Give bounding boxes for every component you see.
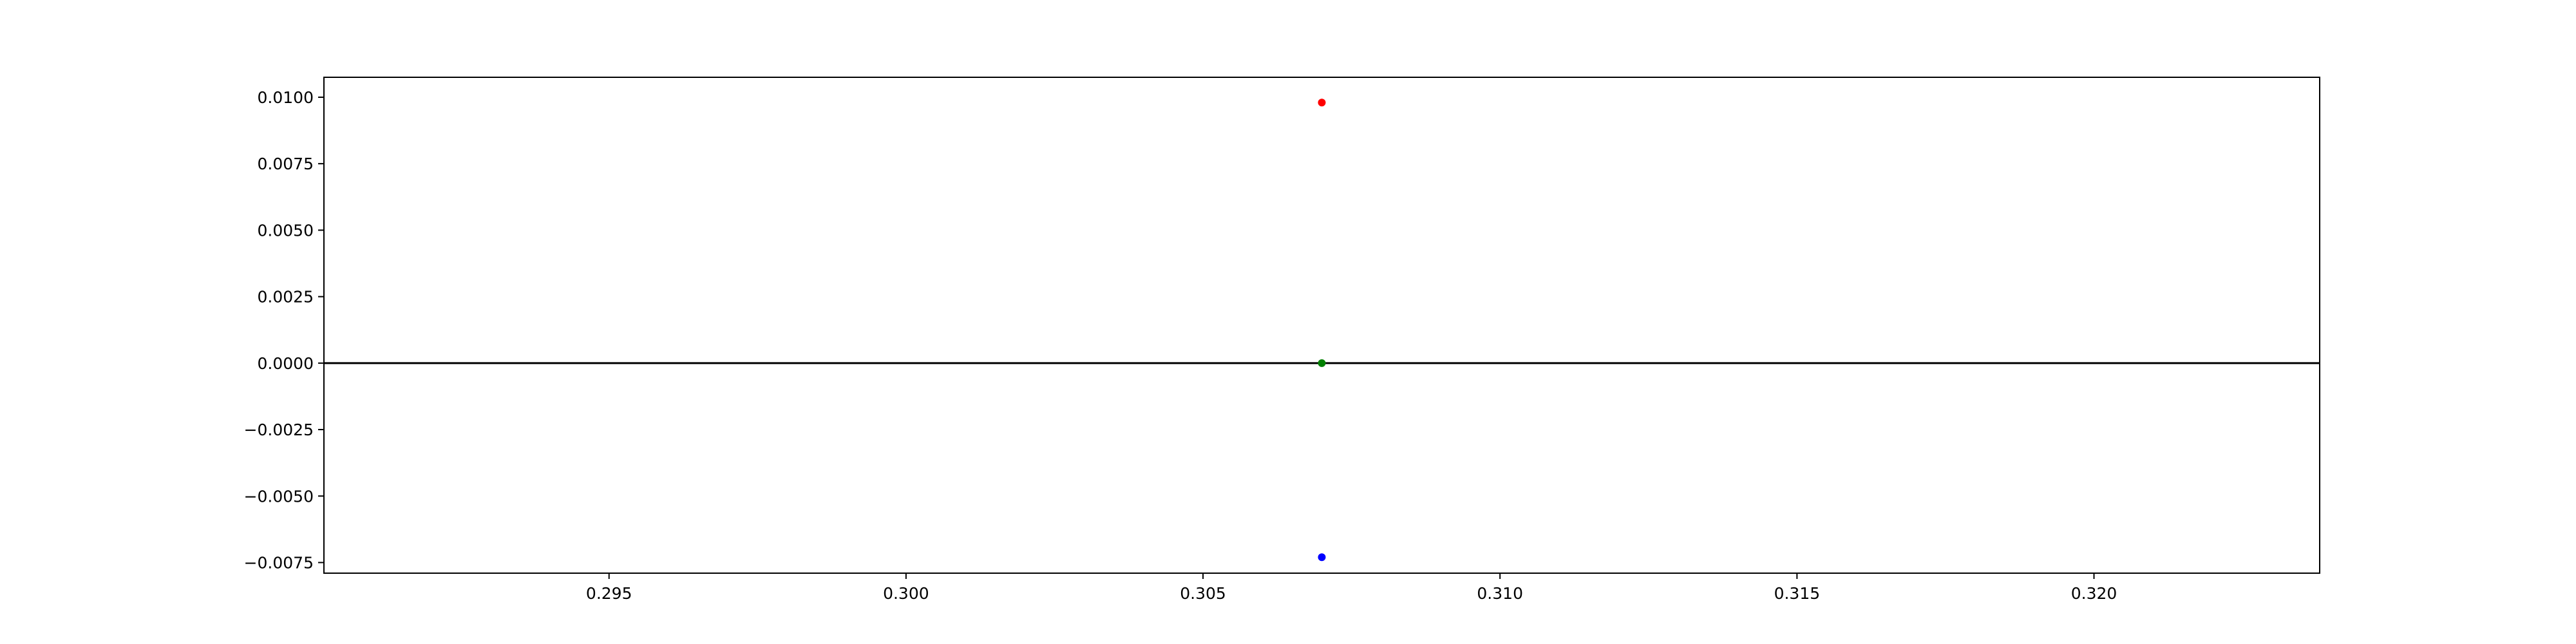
- scatter-point: [1318, 99, 1326, 107]
- y-tick-label: 0.0050: [258, 221, 314, 240]
- y-tick-label: 0.0000: [258, 354, 314, 373]
- y-tick-label: −0.0050: [244, 487, 314, 506]
- x-axis-ticks: 0.295 0.300 0.305 0.310 0.315 0.320: [586, 573, 2117, 603]
- x-tick-label: 0.295: [586, 584, 632, 603]
- x-tick-label: 0.300: [883, 584, 929, 603]
- plot-area-frame: [323, 77, 2320, 574]
- x-tick-label: 0.315: [1774, 584, 1821, 603]
- scatter-point: [1318, 359, 1326, 367]
- y-axis-ticks: 0.0100 0.0075 0.0050 0.0025 0.0000 −0.0025 −0.…: [244, 88, 324, 572]
- y-tick-label: −0.0075: [244, 553, 314, 572]
- x-tick-label: 0.310: [1477, 584, 1523, 603]
- y-tick-label: −0.0025: [244, 421, 314, 439]
- x-tick-label: 0.320: [2071, 584, 2117, 603]
- data-points: [1318, 99, 1326, 562]
- y-tick-label: 0.0075: [258, 155, 314, 173]
- scatter-point: [1318, 553, 1326, 562]
- x-tick-label: 0.305: [1180, 584, 1226, 603]
- y-tick-label: 0.0100: [258, 88, 314, 107]
- y-tick-label: 0.0025: [258, 288, 314, 307]
